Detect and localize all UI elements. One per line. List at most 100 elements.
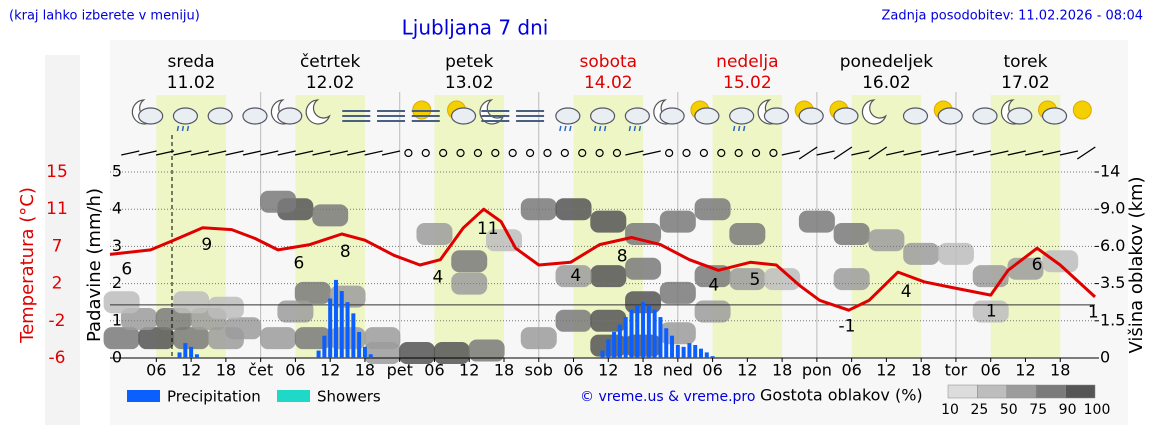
cloud-cell — [868, 229, 905, 252]
x-tick-label: 18 — [494, 361, 514, 380]
cloud-scale-box — [1035, 384, 1066, 399]
icon-calm — [491, 148, 500, 158]
icon-cloud — [798, 107, 824, 125]
temperature-tick-label: 15 — [46, 162, 68, 182]
icon-wind — [1007, 150, 1026, 156]
cloud-cell — [798, 210, 835, 233]
icon-cloud — [207, 107, 233, 125]
temperature-annotation: 4 — [901, 282, 912, 302]
cloud-cell — [1042, 250, 1079, 273]
precipitation-bar — [693, 344, 698, 358]
icon-cloud — [138, 107, 164, 125]
cloud-cell — [364, 342, 401, 365]
cloud-cell — [903, 242, 940, 265]
icon-calm — [665, 148, 674, 158]
icon-calm — [612, 148, 622, 158]
cloud-cell — [138, 327, 175, 350]
icon-wind — [851, 150, 870, 156]
cloud-cell — [416, 223, 453, 245]
x-tick-label: 12 — [1015, 361, 1035, 380]
x-tick-label: 18 — [633, 361, 653, 380]
temperature-annotation: -1 — [839, 317, 856, 337]
cloud-cell — [764, 268, 801, 291]
icon-calm — [682, 148, 691, 158]
icon-rain — [628, 125, 632, 132]
icon-wind — [1025, 150, 1044, 156]
icon-wind — [190, 150, 209, 156]
icon-calm — [473, 148, 483, 158]
temperature-tick-label: -2 — [49, 311, 66, 331]
icon-calm — [439, 148, 448, 158]
day-date: 12.02 — [306, 73, 355, 93]
cloud-cell — [312, 204, 349, 227]
icon-wind — [816, 150, 835, 156]
y2-tick-label: 14 — [1100, 162, 1120, 181]
icon-rain — [559, 125, 562, 132]
icon-moon — [305, 99, 331, 125]
icon-rain — [593, 125, 597, 132]
credit: © vreme.us & vreme.pro — [580, 389, 755, 405]
precipitation-bar — [675, 344, 680, 358]
icon-wind — [173, 150, 192, 156]
x-tick-label: ned — [663, 361, 693, 380]
y2-tick-label: 1.5 — [1100, 310, 1125, 329]
icon-wind — [364, 150, 383, 156]
subtitle-left: (kraj lahko izberete v meniju) — [9, 9, 200, 24]
cloud-cell — [207, 296, 244, 319]
y-tick-label: 4 — [112, 199, 122, 218]
day-date: 17.02 — [1001, 73, 1050, 93]
icon-rain — [603, 125, 607, 132]
temperature-annotation: 11 — [477, 219, 499, 239]
day-date: 13.02 — [445, 73, 494, 93]
icon-calm — [699, 148, 708, 158]
cloud-scale-box — [977, 384, 1008, 399]
icon-calm — [769, 148, 778, 158]
icon-wind — [990, 150, 1009, 156]
x-tick-label: 12 — [737, 361, 757, 380]
y2-tick-label: 9.0 — [1100, 199, 1125, 218]
y-tick-label: 2 — [112, 273, 122, 292]
temperature-tick-label: 7 — [52, 236, 63, 256]
day-name: petek — [445, 52, 493, 72]
cloud-cell — [833, 268, 870, 291]
temperature-annotation: 8 — [340, 242, 351, 262]
cloud-scale-box — [1065, 384, 1096, 399]
precipitation-bar — [339, 291, 344, 358]
cloud-scale-label: 90 — [1059, 402, 1077, 418]
icon-wind — [781, 150, 800, 156]
x-tick-label: 06 — [702, 361, 722, 380]
x-tick-label: sob — [525, 361, 553, 380]
precipitation-bar — [328, 298, 333, 358]
icon-wind — [955, 150, 974, 156]
precipitation-bar — [362, 346, 367, 358]
precipitation-bar — [670, 335, 675, 358]
temperature-annotation: 4 — [433, 267, 444, 287]
icon-wind — [885, 150, 905, 156]
cloud-cell — [451, 250, 488, 273]
day-name: sobota — [580, 52, 638, 72]
cloud-scale-label: 10 — [941, 402, 959, 418]
x-tick-label: 18 — [1050, 361, 1070, 380]
y2-tick-label: 3.5 — [1100, 273, 1125, 292]
precipitation-bar — [710, 356, 715, 358]
icon-cloud — [659, 107, 685, 125]
icon-wind — [138, 150, 157, 156]
x-tick-label: 18 — [216, 361, 236, 380]
precipitation-bar — [177, 352, 182, 358]
cloud-scale-label: 100 — [1084, 402, 1111, 418]
icon-wind — [972, 150, 992, 156]
icon-cloud — [450, 107, 477, 125]
icon-cloud — [833, 107, 859, 125]
x-tick-label: 06 — [563, 361, 583, 380]
icon-wind — [381, 150, 401, 156]
day-name: torek — [1003, 52, 1047, 72]
y2-axis-title: Višina oblakov (km) — [1126, 176, 1147, 353]
subtitle-right: Zadnja posodobitev: 11.02.2026 - 08:04 — [881, 9, 1143, 24]
y-tick-label: 0 — [112, 348, 122, 367]
precipitation-bar — [629, 309, 634, 358]
precipitation-bar — [652, 309, 657, 358]
precipitation-bar — [316, 350, 321, 358]
icon-wind — [903, 150, 922, 156]
cloud-cell — [555, 265, 592, 288]
precipitation-bar — [681, 346, 686, 358]
